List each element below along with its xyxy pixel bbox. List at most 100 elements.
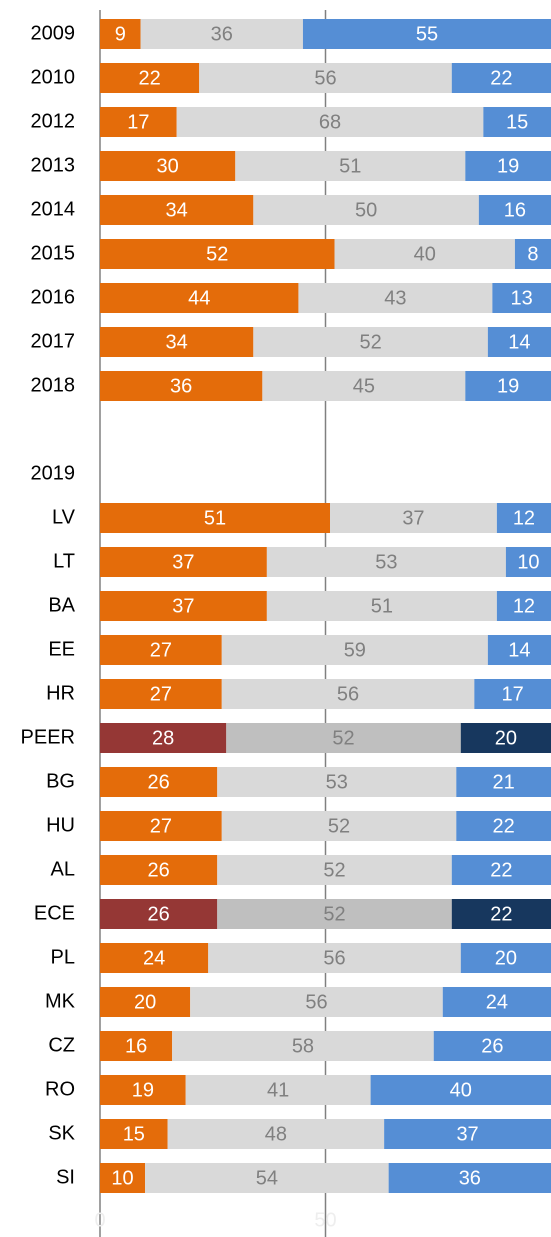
value-label: 37: [172, 551, 194, 573]
value-label: 58: [292, 1035, 314, 1057]
value-label: 27: [150, 639, 172, 661]
x-tick-label: 50: [314, 1209, 336, 1231]
value-label: 36: [459, 1167, 481, 1189]
bar-segment: [487, 635, 551, 665]
bar-segment: [208, 943, 461, 973]
bar-segment: [100, 855, 218, 885]
y-tick-label: AL: [51, 858, 75, 880]
value-label: 12: [513, 595, 535, 617]
bar-segment: [253, 327, 488, 357]
y-tick-label: HU: [46, 814, 75, 836]
value-label: 40: [414, 243, 436, 265]
value-label: 52: [359, 331, 381, 353]
bar-segment: [460, 943, 551, 973]
value-label: 16: [125, 1035, 147, 1057]
y-tick-label: 2016: [31, 286, 76, 308]
bar-segment: [100, 283, 299, 313]
value-label: 22: [138, 67, 160, 89]
y-tick-label: PL: [51, 946, 75, 968]
value-label: 9: [115, 23, 126, 45]
value-label: 22: [490, 67, 512, 89]
bar-segment: [456, 767, 551, 797]
bar-segment: [474, 679, 551, 709]
bar-segment: [100, 195, 254, 225]
value-label: 52: [332, 727, 354, 749]
value-label: 36: [211, 23, 233, 45]
bar-segment: [100, 899, 218, 929]
bar-segment: [100, 63, 200, 93]
value-label: 14: [508, 331, 530, 353]
value-label: 19: [497, 155, 519, 177]
y-tick-label: 2013: [31, 154, 76, 176]
y-tick-label: BA: [48, 594, 75, 616]
value-label: 52: [328, 815, 350, 837]
value-label: 43: [384, 287, 406, 309]
bar-segment: [100, 19, 141, 49]
bar-segment: [100, 1119, 168, 1149]
bar-segment: [370, 1075, 551, 1105]
value-label: 22: [490, 903, 512, 925]
bar-segment: [221, 679, 475, 709]
value-label: 13: [511, 287, 533, 309]
bar-segment: [140, 19, 303, 49]
value-label: 22: [490, 859, 512, 881]
bar-segment: [185, 1075, 371, 1105]
value-label: 17: [502, 683, 524, 705]
y-tick-label: LT: [53, 550, 75, 572]
value-label: 50: [355, 199, 377, 221]
y-tick-label: 2014: [31, 198, 76, 220]
y-tick-label: SK: [48, 1122, 75, 1144]
bar-segment: [226, 723, 461, 753]
bar-segment: [253, 195, 479, 225]
bar-segment: [199, 63, 452, 93]
bar-segment: [262, 371, 466, 401]
value-label: 34: [166, 331, 188, 353]
y-tick-label: EE: [48, 638, 75, 660]
bar-segment: [100, 679, 222, 709]
y-tick-label: 2017: [31, 330, 76, 352]
value-label: 51: [339, 155, 361, 177]
bar-segment: [451, 855, 551, 885]
bar-segment: [330, 503, 497, 533]
bar-segment: [298, 283, 493, 313]
y-tick-label: CZ: [48, 1034, 75, 1056]
bar-segment: [100, 811, 222, 841]
value-label: 24: [143, 947, 165, 969]
bar-segment: [433, 1031, 551, 1061]
value-label: 52: [323, 903, 345, 925]
bar-segment: [514, 239, 551, 269]
y-tick-label: SI: [56, 1166, 75, 1188]
value-label: 19: [132, 1079, 154, 1101]
value-label: 26: [481, 1035, 503, 1057]
value-label: 37: [402, 507, 424, 529]
bar-segment: [460, 723, 551, 753]
bar-segment: [100, 767, 218, 797]
bar-segment: [100, 723, 227, 753]
bar-segment: [100, 1075, 186, 1105]
bar-segment: [167, 1119, 385, 1149]
value-label: 34: [166, 199, 188, 221]
value-label: 24: [486, 991, 508, 1013]
bar-segment: [505, 547, 551, 577]
value-label: 20: [495, 727, 517, 749]
bar-segment: [100, 591, 267, 621]
bar-segment: [334, 239, 515, 269]
bar-segment: [487, 327, 551, 357]
value-label: 56: [305, 991, 327, 1013]
value-label: 21: [493, 771, 515, 793]
value-label: 27: [150, 683, 172, 705]
value-label: 56: [314, 67, 336, 89]
value-label: 26: [148, 859, 170, 881]
bar-segment: [100, 327, 254, 357]
bar-segment: [451, 899, 551, 929]
value-label: 30: [157, 155, 179, 177]
value-label: 54: [256, 1167, 278, 1189]
bar-segment: [100, 1031, 173, 1061]
value-label: 52: [206, 243, 228, 265]
bar-segment: [492, 283, 551, 313]
bar-segment: [456, 811, 551, 841]
value-label: 10: [517, 551, 539, 573]
value-label: 19: [497, 375, 519, 397]
bar-segment: [100, 547, 267, 577]
value-label: 41: [267, 1079, 289, 1101]
